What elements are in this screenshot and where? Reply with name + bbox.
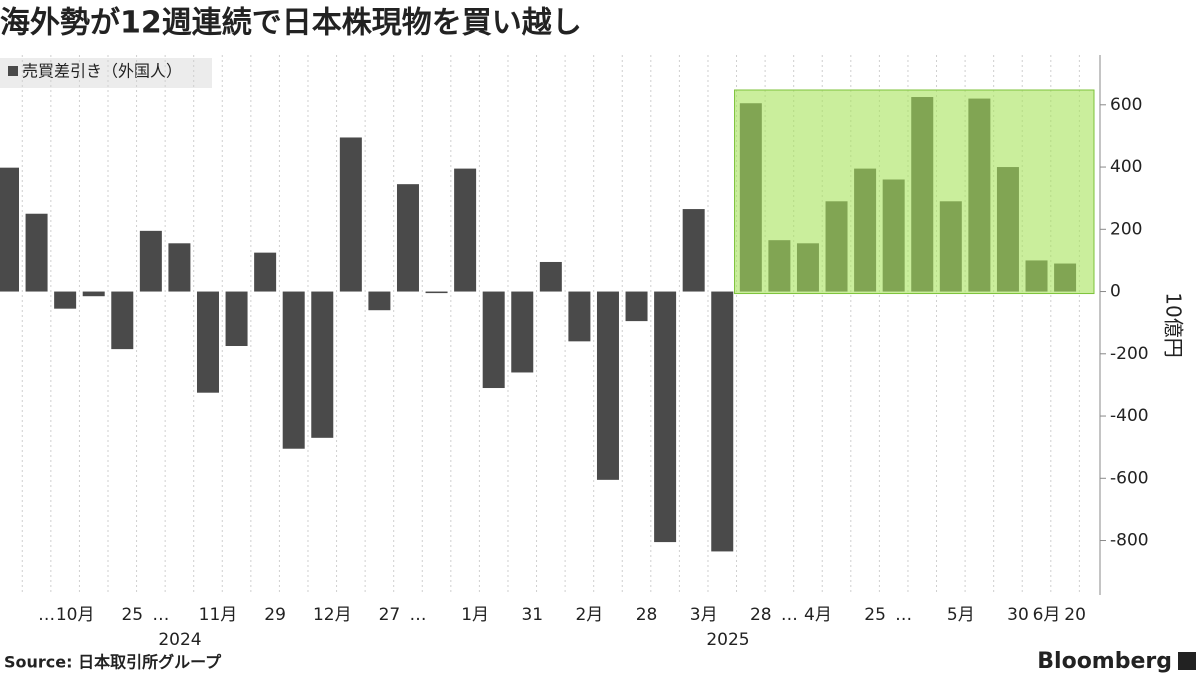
x-tick-label: 28: [636, 605, 658, 625]
x-tick-label: 28: [750, 605, 772, 625]
bar: [111, 291, 134, 350]
x-tick-label: 12月: [313, 605, 352, 625]
bar: [568, 291, 591, 342]
y-tick-label: -400: [1110, 406, 1149, 426]
x-tick-label: 31: [521, 605, 543, 625]
x-tick-label: 25: [864, 605, 886, 625]
bar: [454, 168, 477, 292]
x-tick-label: …: [38, 605, 55, 625]
x-tick-label: 2月: [575, 605, 603, 625]
x-tick-label: 11月: [199, 605, 238, 625]
x-tick-label: …: [895, 605, 912, 625]
x-tick-label: 30: [1007, 605, 1029, 625]
bar: [539, 261, 562, 292]
bar: [425, 291, 448, 294]
bar: [368, 291, 391, 311]
bar: [625, 291, 648, 322]
chart-title: 海外勢が12週連続で日本株現物を買い越し: [0, 6, 582, 41]
bar: [168, 243, 191, 292]
x-tick-label: …: [781, 605, 798, 625]
bar: [82, 291, 105, 297]
x-tick-label: 3月: [690, 605, 718, 625]
brand-icon: [1178, 652, 1196, 670]
bar: [654, 291, 677, 543]
bar: [482, 291, 505, 389]
y-tick-label: 200: [1110, 219, 1142, 239]
bar: [254, 252, 277, 292]
x-tick-label: …: [409, 605, 426, 625]
bar: [225, 291, 248, 347]
bar: [54, 291, 77, 309]
bar: [139, 230, 162, 292]
y-tick-label: 600: [1110, 95, 1142, 115]
year-label: 2025: [706, 630, 749, 650]
y-tick-label: -200: [1110, 344, 1149, 364]
y-tick-label: 400: [1110, 157, 1142, 177]
year-label: 2024: [158, 630, 201, 650]
bar: [339, 137, 362, 292]
x-tick-label: 27: [379, 605, 401, 625]
highlight-box: [734, 89, 1095, 295]
bar: [396, 184, 419, 292]
x-tick-label: 20: [1064, 605, 1086, 625]
x-tick-label: …: [152, 605, 169, 625]
legend-swatch: [8, 66, 18, 76]
y-tick-label: -800: [1110, 531, 1149, 551]
legend-box: [0, 58, 212, 88]
bar: [25, 213, 48, 292]
y-tick-label: -600: [1110, 468, 1149, 488]
x-tick-label: 4月: [804, 605, 832, 625]
x-tick-label: 5月: [947, 605, 975, 625]
source: Source: 日本取引所グループ: [4, 653, 222, 672]
bar: [596, 291, 619, 480]
x-tick-label: 29: [264, 605, 286, 625]
bar: [682, 209, 705, 292]
legend-label: 売買差引き（外国人）: [22, 62, 182, 81]
bar: [511, 291, 534, 373]
x-tick-label: 1月: [461, 605, 489, 625]
brand: Bloomberg: [1037, 649, 1172, 673]
bar: [0, 167, 19, 292]
x-tick-label: 6月: [1033, 605, 1061, 625]
bar: [711, 291, 734, 552]
bar: [196, 291, 219, 393]
y-axis-label: 10億円: [1162, 292, 1186, 357]
x-tick-label: 25: [121, 605, 143, 625]
bar: [311, 291, 334, 438]
x-tick-label: 10月: [56, 605, 95, 625]
y-tick-label: 0: [1110, 282, 1121, 302]
bar: [282, 291, 305, 449]
